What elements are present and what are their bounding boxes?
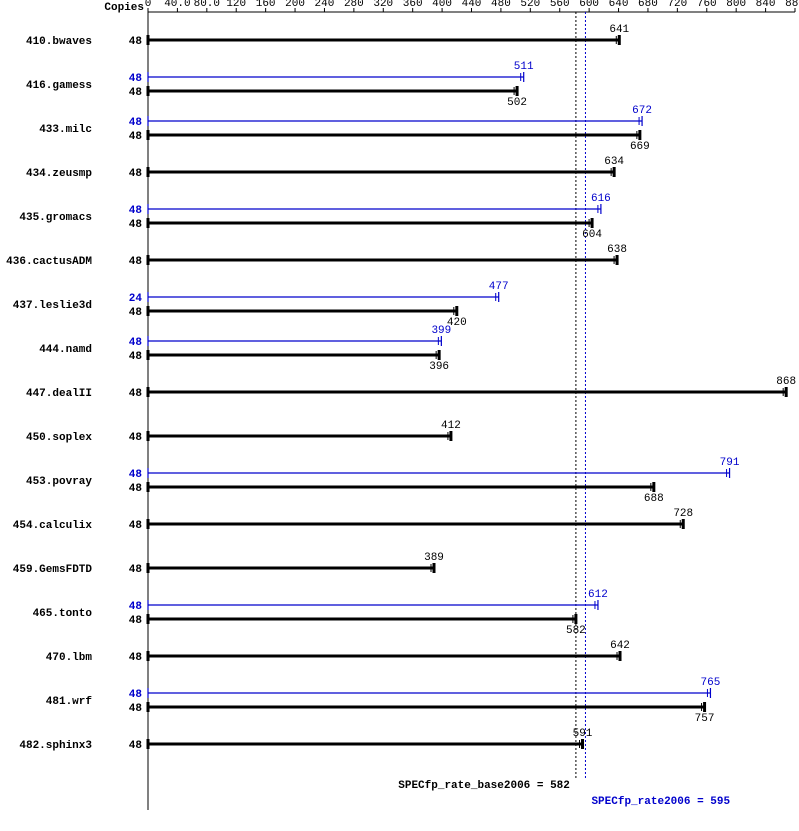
x-axis-tick-label: 560 bbox=[550, 0, 570, 10]
bar-base-value: 728 bbox=[673, 508, 693, 520]
copies-base: 48 bbox=[129, 432, 143, 444]
benchmark-label: 436.cactusADM bbox=[6, 256, 92, 268]
bar-peak-value: 612 bbox=[588, 589, 608, 601]
bar-base-value: 582 bbox=[566, 625, 586, 637]
benchmark-label: 410.bwaves bbox=[26, 36, 92, 48]
bar-base-value: 502 bbox=[507, 97, 527, 109]
bar-peak-value: 616 bbox=[591, 193, 611, 205]
x-axis-tick-label: 120 bbox=[226, 0, 246, 10]
x-axis-tick-label: 680 bbox=[638, 0, 658, 10]
copies-base: 48 bbox=[129, 131, 143, 143]
x-axis-tick-label: 40.0 bbox=[164, 0, 190, 10]
benchmark-label: 416.gamess bbox=[26, 80, 92, 92]
copies-base: 48 bbox=[129, 351, 143, 363]
copies-base: 48 bbox=[129, 564, 143, 576]
x-axis-tick-label: 760 bbox=[697, 0, 717, 10]
x-axis-tick-label: 800 bbox=[726, 0, 746, 10]
x-axis-tick-label: 280 bbox=[344, 0, 364, 10]
x-axis-tick-label: 0 bbox=[145, 0, 152, 10]
bar-base-value: 688 bbox=[644, 493, 664, 505]
copies-base: 48 bbox=[129, 615, 143, 627]
bar-base-value: 757 bbox=[695, 713, 715, 725]
copies-base: 48 bbox=[129, 388, 143, 400]
copies-peak: 48 bbox=[129, 337, 143, 349]
benchmark-label: 444.namd bbox=[39, 344, 92, 356]
bar-base-value: 412 bbox=[441, 420, 461, 432]
x-axis-tick-label: 240 bbox=[315, 0, 335, 10]
copies-base: 48 bbox=[129, 652, 143, 664]
benchmark-label: 447.dealII bbox=[26, 388, 92, 400]
x-axis-tick-label: 80.0 bbox=[194, 0, 220, 10]
copies-peak: 48 bbox=[129, 205, 143, 217]
bar-peak-value: 511 bbox=[514, 61, 534, 73]
summary-peak-label: SPECfp_rate2006 = 595 bbox=[591, 796, 730, 808]
bar-base-value: 604 bbox=[582, 229, 602, 241]
x-axis-tick-label: 400 bbox=[432, 0, 452, 10]
benchmark-label: 454.calculix bbox=[13, 520, 93, 532]
copies-peak: 48 bbox=[129, 469, 143, 481]
benchmark-label: 459.GemsFDTD bbox=[13, 564, 93, 576]
copies-base: 48 bbox=[129, 168, 143, 180]
x-axis-tick-label: 880 bbox=[785, 0, 799, 10]
copies-base: 48 bbox=[129, 87, 143, 99]
copies-header: Copies bbox=[104, 2, 144, 14]
spec-rate-chart: 0 40.0 80.0 120 160 200 240 280 320 360 400 440 480 5… bbox=[0, 0, 799, 831]
benchmark-label: 481.wrf bbox=[46, 696, 93, 708]
benchmark-label: 450.soplex bbox=[26, 432, 92, 444]
benchmark-label: 434.zeusmp bbox=[26, 168, 92, 180]
bar-peak-value: 791 bbox=[720, 457, 740, 469]
benchmark-label: 453.povray bbox=[26, 476, 92, 488]
x-axis-tick-label: 600 bbox=[579, 0, 599, 10]
x-axis-tick-label: 480 bbox=[491, 0, 511, 10]
benchmark-label: 435.gromacs bbox=[19, 212, 92, 224]
bar-base-value: 591 bbox=[573, 728, 593, 740]
copies-base: 48 bbox=[129, 219, 143, 231]
copies-peak: 48 bbox=[129, 601, 143, 613]
bar-peak-value: 399 bbox=[431, 325, 451, 337]
bar-base-value: 634 bbox=[604, 156, 624, 168]
copies-base: 48 bbox=[129, 740, 143, 752]
bar-peak-value: 477 bbox=[489, 281, 509, 293]
x-axis-tick-label: 520 bbox=[520, 0, 540, 10]
copies-base: 48 bbox=[129, 703, 143, 715]
copies-peak: 48 bbox=[129, 73, 143, 85]
benchmark-label: 470.lbm bbox=[46, 652, 93, 664]
benchmark-label: 437.leslie3d bbox=[13, 300, 92, 312]
x-axis-tick-label: 840 bbox=[756, 0, 776, 10]
x-axis-tick-label: 160 bbox=[256, 0, 276, 10]
x-axis-tick-label: 200 bbox=[285, 0, 305, 10]
x-axis-tick-label: 640 bbox=[609, 0, 629, 10]
benchmark-label: 482.sphinx3 bbox=[19, 740, 92, 752]
copies-peak: 24 bbox=[129, 293, 143, 305]
bar-base-value: 389 bbox=[424, 552, 444, 564]
bar-base-value: 669 bbox=[630, 141, 650, 153]
copies-base: 48 bbox=[129, 483, 143, 495]
bar-peak-value: 672 bbox=[632, 105, 652, 117]
bar-base-value: 641 bbox=[609, 24, 629, 36]
x-axis-tick-label: 440 bbox=[462, 0, 482, 10]
summary-base-label: SPECfp_rate_base2006 = 582 bbox=[398, 780, 570, 792]
copies-base: 48 bbox=[129, 256, 143, 268]
x-axis-tick-label: 320 bbox=[373, 0, 393, 10]
copies-base: 48 bbox=[129, 520, 143, 532]
copies-base: 48 bbox=[129, 36, 143, 48]
bar-base-value: 642 bbox=[610, 640, 630, 652]
copies-base: 48 bbox=[129, 307, 143, 319]
x-axis-tick-label: 720 bbox=[667, 0, 687, 10]
bar-peak-value: 765 bbox=[701, 677, 721, 689]
benchmark-label: 433.milc bbox=[39, 124, 92, 136]
bar-base-value: 638 bbox=[607, 244, 627, 256]
x-axis-tick-label: 360 bbox=[403, 0, 423, 10]
benchmark-label: 465.tonto bbox=[33, 608, 93, 620]
copies-peak: 48 bbox=[129, 689, 143, 701]
copies-peak: 48 bbox=[129, 117, 143, 129]
bar-base-value: 396 bbox=[429, 361, 449, 373]
bar-base-value: 868 bbox=[776, 376, 796, 388]
